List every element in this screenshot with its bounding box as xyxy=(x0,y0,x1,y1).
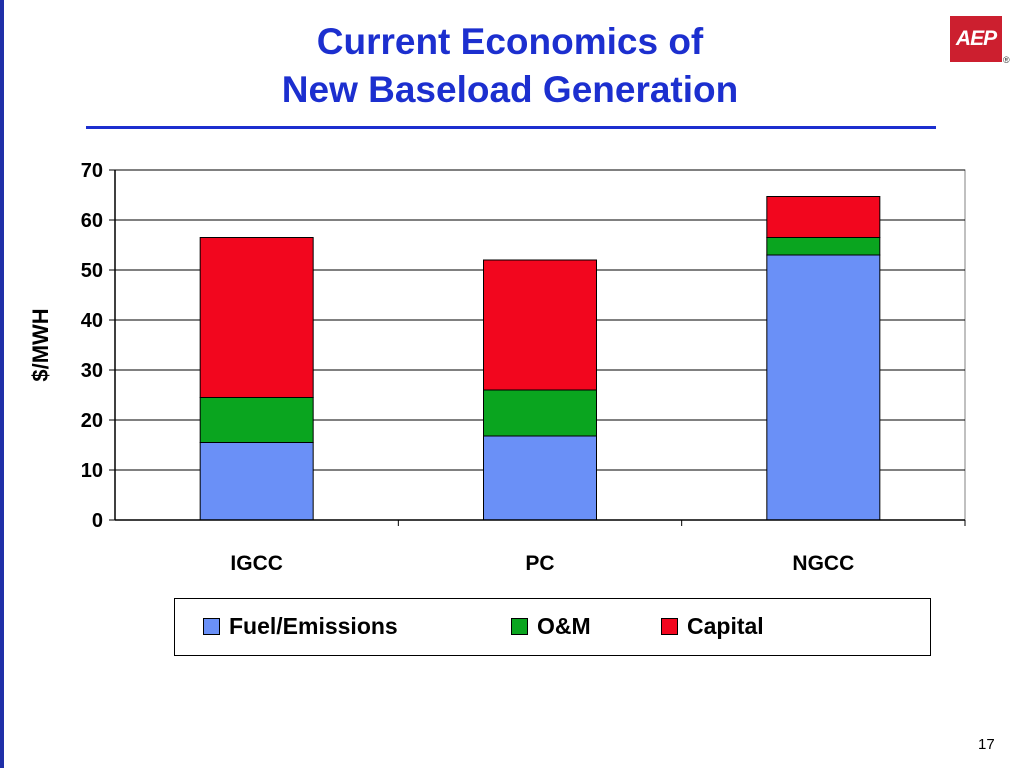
x-category-label: NGCC xyxy=(792,552,854,575)
x-category-label: PC xyxy=(525,552,554,575)
legend-swatch-capital xyxy=(661,617,678,635)
logo-registered-mark: ® xyxy=(1003,55,1010,65)
y-tick-label: 50 xyxy=(81,260,103,282)
y-tick-label: 70 xyxy=(81,160,103,182)
bars xyxy=(199,196,881,521)
legend-label-om: O&M xyxy=(537,612,591,639)
bar-pc-o-m xyxy=(483,389,597,437)
slide-title: Current Economics of New Baseload Genera… xyxy=(120,18,900,114)
legend-item-fuel-emissions: Fuel/Emissions xyxy=(203,611,398,641)
bar-igcc-capital xyxy=(199,237,314,398)
bar-pc-capital xyxy=(483,259,597,391)
legend-item-capital: Capital xyxy=(661,611,764,641)
y-tick-label: 60 xyxy=(81,210,103,232)
y-tick-label: 0 xyxy=(92,510,103,532)
bar-ngcc-capital xyxy=(766,196,881,238)
left-border-rule xyxy=(0,0,4,768)
axes: 0 10 20 30 40 50 60 70 IGCC PC NGCC xyxy=(81,160,966,575)
legend-swatch-om xyxy=(511,617,528,635)
title-underline xyxy=(86,126,936,129)
y-tick-label: 20 xyxy=(81,410,103,432)
legend-label-fuel-emissions: Fuel/Emissions xyxy=(229,612,398,639)
page-number: 17 xyxy=(978,736,995,753)
y-tick-label: 30 xyxy=(81,360,103,382)
stacked-bar-chart: 0 10 20 30 40 50 60 70 IGCC PC NGCC $/MWH xyxy=(28,160,966,575)
title-line-2: New Baseload Generation xyxy=(281,69,739,110)
y-tick-label: 10 xyxy=(81,460,103,482)
y-axis-label: $/MWH xyxy=(28,308,53,381)
bar-igcc-fuel-emissions xyxy=(199,442,314,521)
x-category-label: IGCC xyxy=(230,552,283,575)
bar-pc-fuel-emissions xyxy=(483,435,597,521)
bar-igcc-o-m xyxy=(199,397,314,443)
legend-label-capital: Capital xyxy=(687,612,764,639)
legend-swatch-fuel-emissions xyxy=(203,617,220,635)
legend-item-om: O&M xyxy=(511,611,591,641)
chart-legend: Fuel/Emissions O&M Capital xyxy=(174,598,931,656)
bar-ngcc-o-m xyxy=(766,237,881,256)
title-line-1: Current Economics of xyxy=(316,21,704,62)
aep-logo: AEP xyxy=(950,16,1002,62)
bar-ngcc-fuel-emissions xyxy=(766,254,881,521)
y-tick-label: 40 xyxy=(81,310,103,332)
